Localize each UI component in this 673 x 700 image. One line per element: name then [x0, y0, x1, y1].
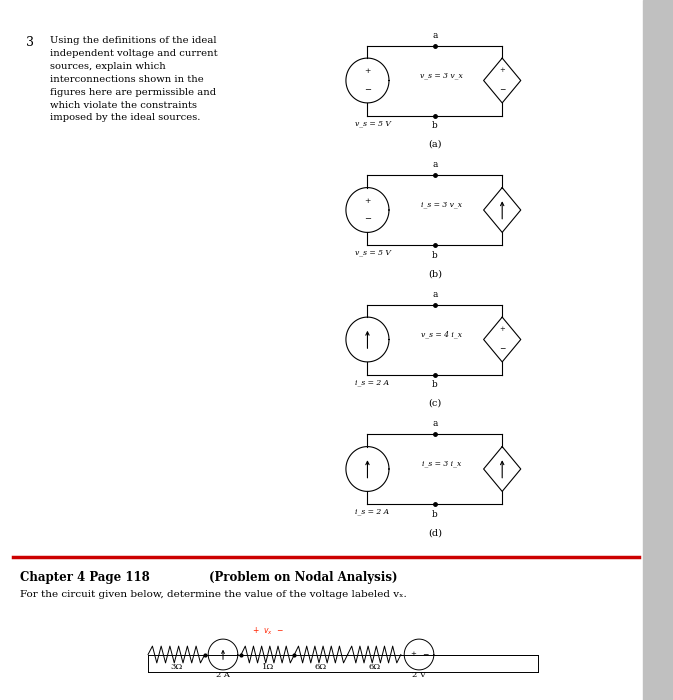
Text: v_s = 3 v_x: v_s = 3 v_x	[420, 71, 463, 79]
Text: +: +	[499, 326, 505, 333]
Text: i_s = 2 A: i_s = 2 A	[355, 508, 389, 515]
Text: b: b	[432, 121, 437, 130]
Text: 2 V: 2 V	[412, 671, 426, 679]
Text: 2 A: 2 A	[216, 671, 230, 679]
Text: b: b	[432, 251, 437, 260]
Text: +  $v_x$  −: + $v_x$ −	[252, 626, 283, 637]
Text: i_s = 2 A: i_s = 2 A	[355, 378, 389, 386]
Text: 3: 3	[26, 36, 34, 50]
Text: −: −	[364, 216, 371, 223]
Text: +: +	[499, 66, 505, 74]
Text: (d): (d)	[428, 528, 442, 538]
Text: v_s = 5 V: v_s = 5 V	[355, 248, 390, 256]
Bar	[643, 0, 673, 700]
Text: 3Ω: 3Ω	[170, 664, 182, 671]
Text: b: b	[432, 510, 437, 519]
Text: 6Ω: 6Ω	[368, 664, 380, 671]
Text: i_s = 3 v_x: i_s = 3 v_x	[421, 200, 462, 209]
Text: 6Ω: 6Ω	[315, 664, 327, 671]
Text: +: +	[364, 197, 371, 204]
Text: (Problem on Nodal Analysis): (Problem on Nodal Analysis)	[209, 570, 397, 584]
Text: −: −	[364, 86, 371, 94]
Text: For the circuit given below, determine the value of the voltage labeled vₓ.: For the circuit given below, determine t…	[20, 590, 407, 599]
Text: −: −	[499, 346, 505, 354]
Text: Chapter 4 Page 118: Chapter 4 Page 118	[20, 570, 150, 584]
Text: a: a	[432, 31, 437, 40]
Text: v_s = 4 i_x: v_s = 4 i_x	[421, 330, 462, 338]
Text: i_s = 3 i_x: i_s = 3 i_x	[422, 459, 461, 468]
Text: (b): (b)	[428, 270, 442, 279]
Text: (a): (a)	[428, 140, 441, 149]
Text: b: b	[432, 380, 437, 389]
Text: a: a	[432, 419, 437, 428]
Text: (c): (c)	[428, 399, 441, 408]
Text: −: −	[499, 87, 505, 94]
Text: a: a	[432, 290, 437, 299]
Text: 1Ω: 1Ω	[262, 664, 274, 671]
Text: a: a	[432, 160, 437, 169]
Text: +: +	[364, 67, 371, 75]
Text: +: +	[410, 652, 416, 657]
Text: Using the definitions of the ideal
independent voltage and current
sources, expl: Using the definitions of the ideal indep…	[50, 36, 218, 122]
Text: −: −	[422, 650, 429, 659]
Text: v_s = 5 V: v_s = 5 V	[355, 119, 390, 127]
